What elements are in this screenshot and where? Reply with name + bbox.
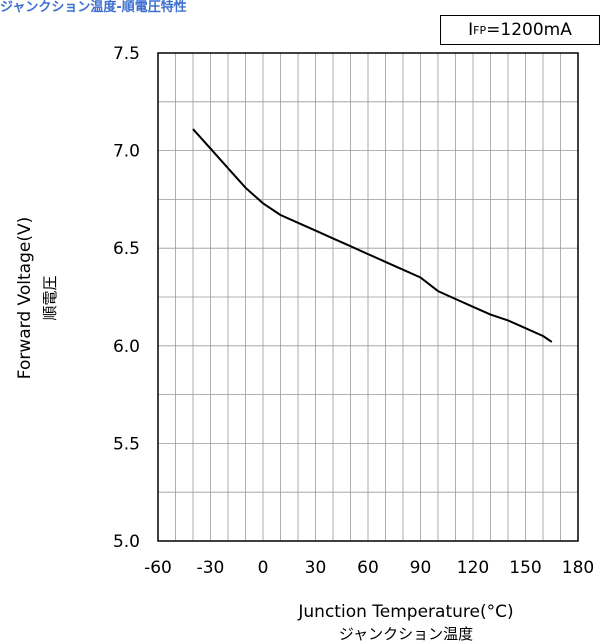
y-tick-label: 5.5 xyxy=(113,434,140,454)
condition-subscript: FP xyxy=(473,23,487,37)
series-layer xyxy=(192,128,553,343)
series-line xyxy=(192,128,553,343)
condition-value: =1200mA xyxy=(486,20,572,40)
y-tick-label: 7.5 xyxy=(113,44,140,64)
y-axis-title: Forward Voltage(V) xyxy=(15,217,35,379)
chart-title: ジャンクション温度-順電圧特性 xyxy=(0,0,187,15)
x-tick-label: 60 xyxy=(357,558,379,578)
y-tick-label: 6.5 xyxy=(113,239,140,259)
y-tick-label: 5.0 xyxy=(113,532,140,552)
y-axis-title-jp: 順電圧 xyxy=(41,275,59,320)
x-axis-title-jp: ジャンクション温度 xyxy=(339,625,473,643)
y-tick-label: 7.0 xyxy=(113,142,140,162)
x-tick-labels: -60 -30 0 30 60 90 120 150 180 xyxy=(144,558,594,578)
grid-lines xyxy=(158,53,578,541)
x-tick-label: 90 xyxy=(410,558,432,578)
x-axis-title: Junction Temperature(°C) xyxy=(297,602,513,622)
x-tick-label: 0 xyxy=(258,558,269,578)
condition-label: I FP =1200mA xyxy=(440,15,600,45)
x-tick-label: 150 xyxy=(509,558,541,578)
x-tick-label: -30 xyxy=(197,558,225,578)
x-tick-label: 30 xyxy=(305,558,327,578)
y-tick-labels: 5.0 5.5 6.0 6.5 7.0 7.5 xyxy=(113,44,140,552)
condition-symbol: I xyxy=(468,20,474,40)
x-tick-label: -60 xyxy=(144,558,172,578)
y-tick-label: 6.0 xyxy=(113,337,140,357)
x-tick-label: 120 xyxy=(457,558,489,578)
x-tick-label: 180 xyxy=(562,558,594,578)
plot-area-frame xyxy=(157,52,579,542)
